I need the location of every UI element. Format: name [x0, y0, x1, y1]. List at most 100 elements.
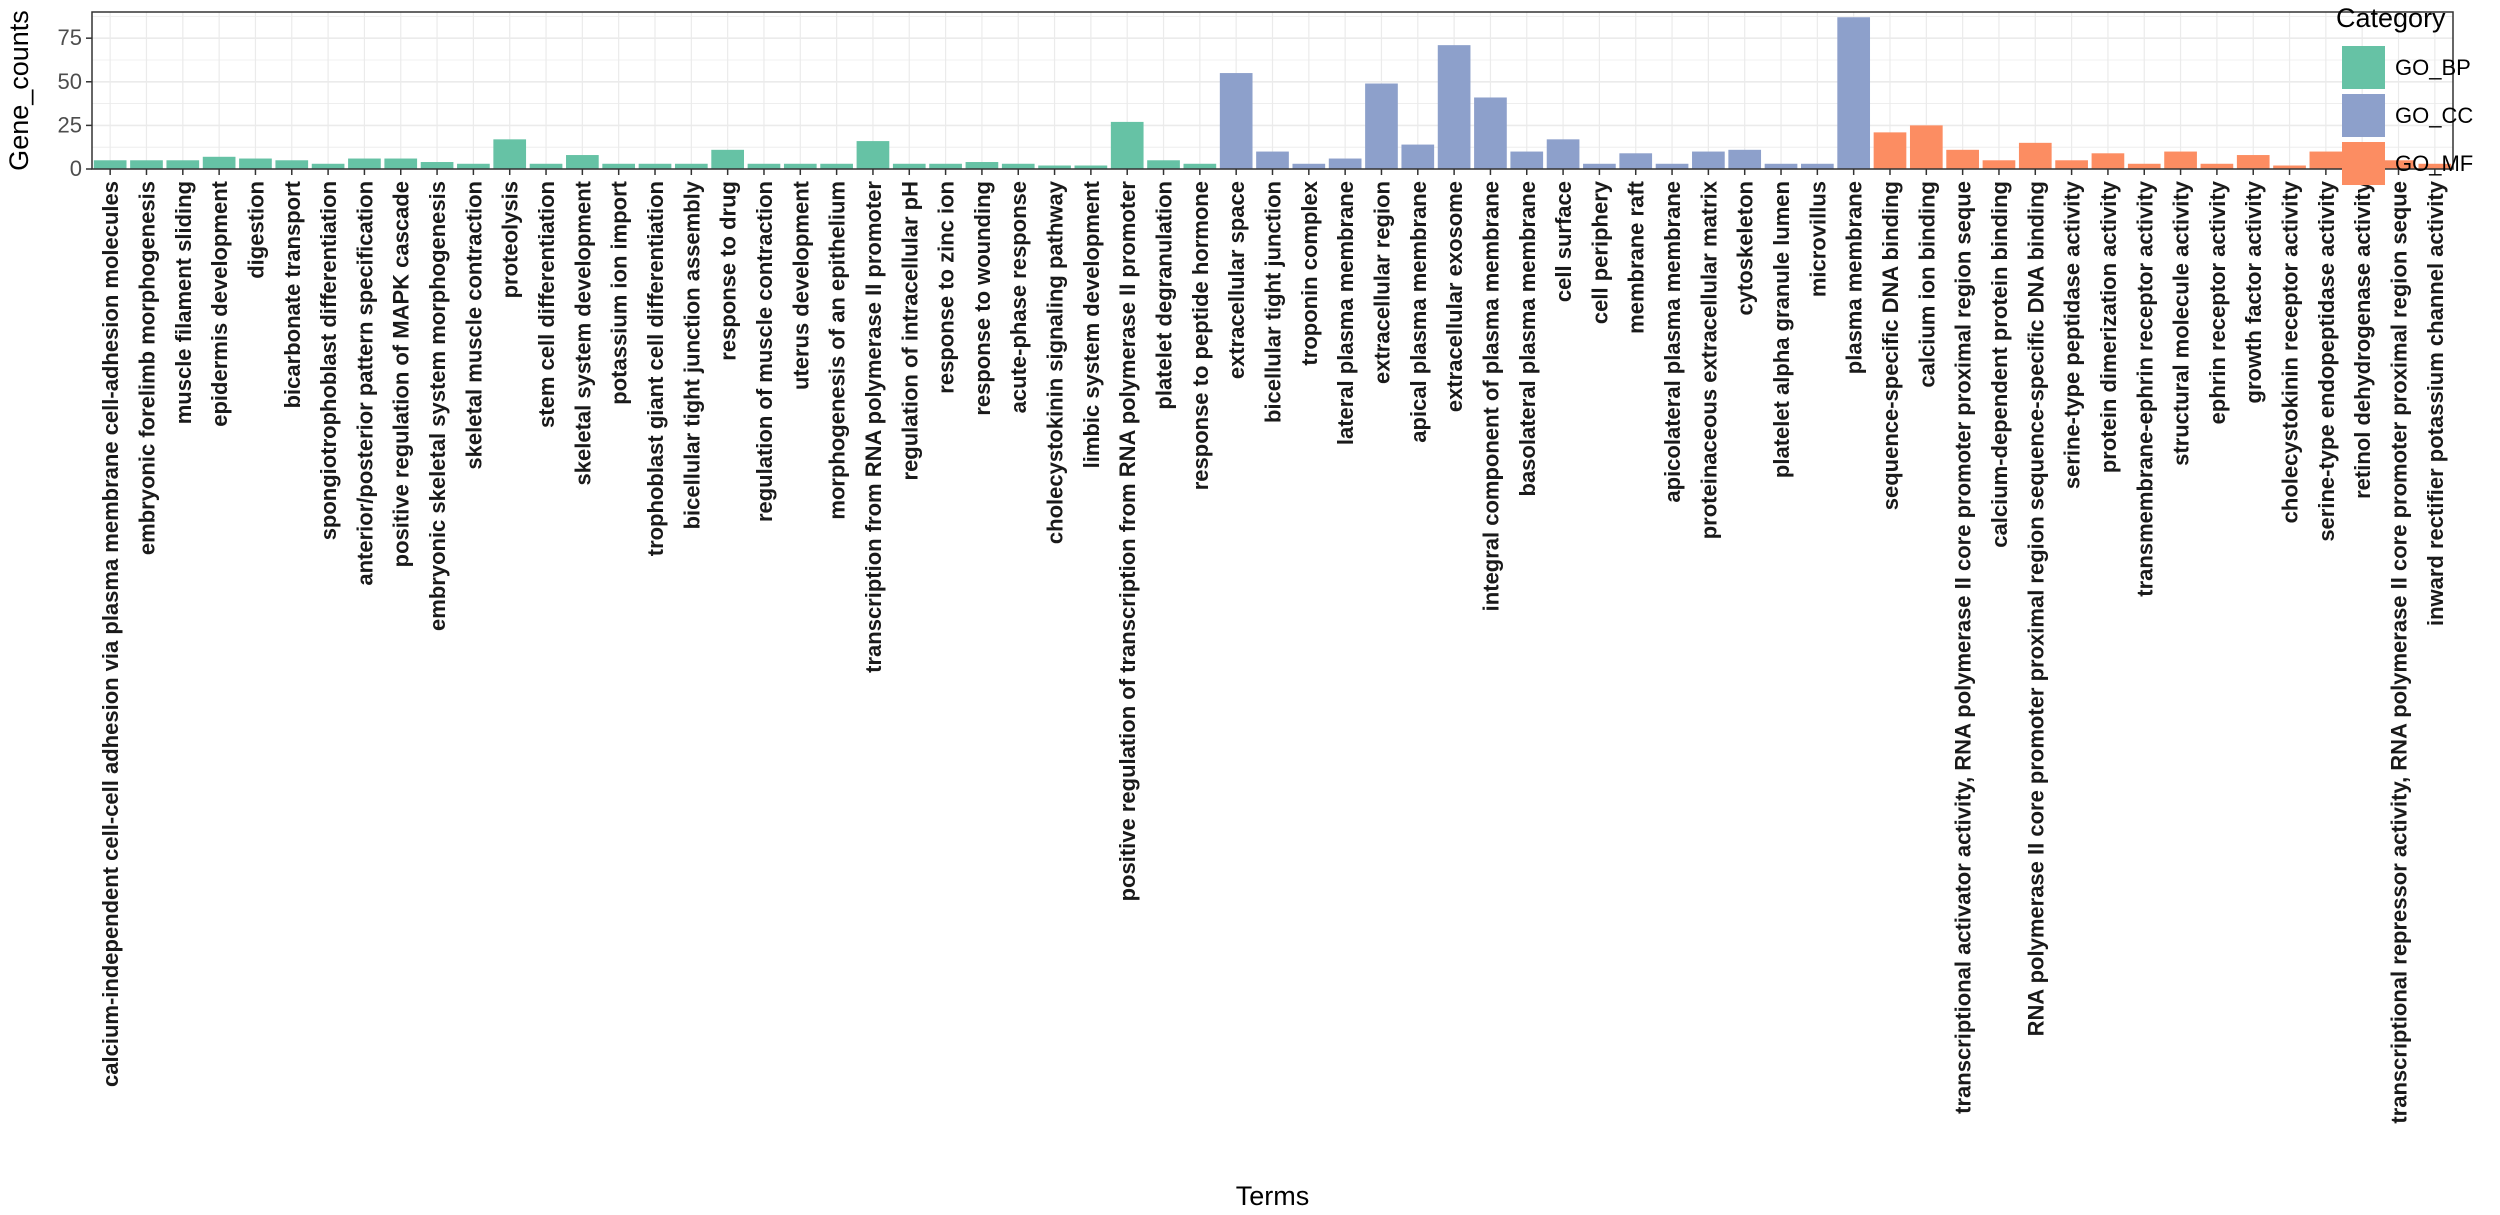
x-tick-label: bicarbonate transport — [280, 180, 305, 408]
x-tick-label: uterus development — [788, 180, 813, 390]
legend-key-go-bp — [2342, 46, 2385, 89]
y-tick-label: 0 — [70, 156, 82, 181]
bar — [202, 156, 236, 169]
x-tick-label: platelet degranulation — [1152, 181, 1177, 410]
grid-lines — [92, 12, 2453, 170]
bar — [2164, 151, 2197, 169]
bar — [1401, 144, 1435, 169]
bar — [457, 163, 490, 169]
x-tick-label: apical plasma membrane — [1406, 181, 1431, 443]
x-tick-label: serine-type endopeptidase activity — [2314, 180, 2339, 541]
bar — [783, 163, 817, 169]
x-tick-label: cholecystokinin signaling pathway — [1043, 180, 1068, 544]
x-tick-label: skeletal system development — [570, 180, 595, 485]
legend: Category GO_BP GO_CC GO_MF — [2336, 3, 2473, 185]
x-tick-label: lateral plasma membrane — [1333, 181, 1358, 445]
bar — [1837, 17, 1871, 169]
x-tick-label: morphogenesis of an epithelium — [825, 181, 850, 520]
bar — [1219, 73, 1253, 169]
x-tick-label: plasma membrane — [1842, 181, 1867, 374]
x-tick-label: transcriptional activator activity, RNA … — [1951, 181, 1976, 1114]
bar — [2127, 163, 2161, 169]
bar — [2018, 142, 2052, 169]
x-tick-label: calcium-independent cell-cell adhesion v… — [98, 181, 123, 1087]
x-tick-label: proteinaceous extracellular matrix — [1696, 180, 1721, 539]
y-tick-label: 25 — [58, 112, 82, 137]
y-tick-label: 50 — [58, 69, 82, 94]
x-tick-label: spongiotrophoblast differentiation — [316, 181, 341, 540]
x-tick-label: trophoblast giant cell differentiation — [643, 181, 668, 556]
x-tick-label: positive regulation of MAPK cascade — [389, 181, 414, 567]
x-tick-label: serine-type peptidase activity — [2060, 180, 2085, 489]
bar — [529, 163, 563, 169]
bar — [566, 155, 599, 169]
x-tick-label: positive regulation of transcription fro… — [1115, 181, 1140, 902]
x-tick-label: membrane raft — [1624, 180, 1649, 334]
bar — [130, 160, 163, 169]
x-tick-label: basolateral plasma membrane — [1515, 181, 1540, 496]
bar — [1183, 163, 1217, 169]
bar — [1692, 151, 1725, 169]
bars-group — [93, 17, 2452, 170]
bar — [1038, 165, 1071, 169]
x-tick-label: apicolateral plasma membrane — [1660, 181, 1685, 503]
bar — [2091, 153, 2125, 169]
x-tick-label: ephrin receptor activity — [2205, 180, 2230, 424]
bar — [1510, 151, 1544, 169]
bar — [1728, 149, 1762, 169]
y-tick-label: 75 — [58, 25, 82, 50]
bar — [1583, 163, 1616, 169]
x-tick-label: response to wounding — [970, 181, 995, 416]
x-tick-label: proteolysis — [498, 181, 523, 298]
x-tick-label: cell surface — [1551, 181, 1576, 302]
x-tick-label: bicellular tight junction assembly — [679, 180, 704, 529]
x-tick-label: skeletal muscle contraction — [461, 181, 486, 470]
x-tick-label: structural molecule activity — [2169, 180, 2194, 466]
bar — [929, 163, 962, 169]
bar — [1764, 163, 1798, 169]
legend-key-go-cc — [2342, 94, 2385, 137]
x-tick-label: inward rectifier potassium channel activ… — [2423, 180, 2448, 626]
x-tick-label: extracellular space — [1224, 181, 1249, 379]
x-tick-label: transcription from RNA polymerase II pro… — [861, 181, 886, 673]
bar — [674, 163, 708, 169]
x-tick-label: RNA polymerase II core promoter proximal… — [2023, 181, 2048, 1036]
x-tick-label: platelet alpha granule lumen — [1769, 181, 1794, 478]
bar — [711, 149, 744, 169]
bar — [1474, 97, 1507, 169]
bar — [2382, 160, 2415, 169]
x-tick-label: embryonic skeletal system morphogenesis — [425, 181, 450, 631]
x-tick-label: response to peptide hormone — [1188, 181, 1213, 490]
bar — [239, 158, 272, 169]
x-tick-label: troponin complex — [1297, 180, 1322, 365]
bar — [1365, 83, 1398, 169]
bar — [1001, 163, 1035, 169]
bar — [1873, 132, 1907, 169]
bar — [2309, 151, 2343, 169]
bar — [820, 163, 853, 169]
bar — [1655, 163, 1689, 169]
bar — [2055, 160, 2088, 169]
x-tick-label: anterior/posterior pattern specification — [352, 181, 377, 586]
bar — [1110, 121, 1144, 169]
bar — [892, 163, 926, 169]
legend-title: Category — [2336, 3, 2446, 33]
bar — [1619, 153, 1653, 169]
x-tick-label: cholecystokinin receptor activity — [2278, 180, 2303, 523]
x-tick-label: calcium-dependent protein binding — [1987, 181, 2012, 548]
bar — [275, 160, 309, 169]
bar — [1256, 151, 1289, 169]
x-tick-label: stem cell differentiation — [534, 181, 559, 428]
bar — [856, 141, 890, 169]
y-axis-title: Gene_counts — [4, 10, 34, 171]
x-tick-label: retinol dehydrogenase activity — [2350, 180, 2375, 499]
bar — [1437, 45, 1471, 170]
bar — [2236, 155, 2270, 169]
x-tick-label: cytoskeleton — [1733, 181, 1758, 316]
bar — [638, 163, 672, 169]
x-tick-label: cell periphery — [1587, 180, 1612, 324]
bar — [166, 160, 200, 169]
legend-key-go-mf — [2342, 142, 2385, 185]
x-tick-label: epidermis development — [207, 180, 232, 426]
